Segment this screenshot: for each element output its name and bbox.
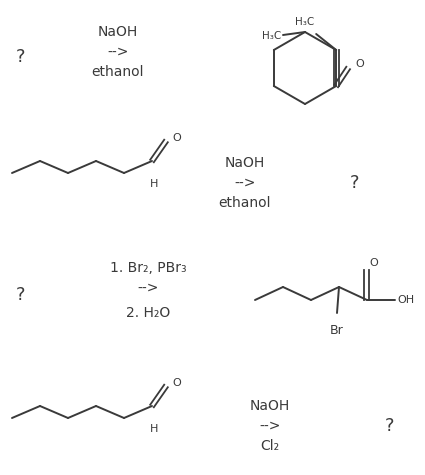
- Text: -->: -->: [107, 45, 129, 59]
- Text: ethanol: ethanol: [92, 65, 144, 79]
- Text: O: O: [172, 133, 181, 143]
- Text: OH: OH: [397, 295, 414, 305]
- Text: -->: -->: [137, 281, 159, 295]
- Text: O: O: [355, 59, 364, 69]
- Text: -->: -->: [259, 419, 280, 433]
- Text: ?: ?: [15, 48, 25, 66]
- Text: ethanol: ethanol: [219, 196, 271, 210]
- Text: NaOH: NaOH: [98, 25, 138, 39]
- Text: H₃C: H₃C: [295, 17, 314, 27]
- Text: Br: Br: [330, 324, 344, 337]
- Text: 2. H₂O: 2. H₂O: [126, 306, 170, 320]
- Text: O: O: [172, 378, 181, 388]
- Text: ?: ?: [15, 286, 25, 304]
- Text: NaOH: NaOH: [250, 399, 290, 413]
- Text: H₃C: H₃C: [262, 31, 281, 41]
- Text: 1. Br₂, PBr₃: 1. Br₂, PBr₃: [110, 261, 186, 275]
- Text: ?: ?: [385, 417, 395, 435]
- Text: Cl₂: Cl₂: [261, 439, 280, 453]
- Text: O: O: [369, 258, 378, 268]
- Text: NaOH: NaOH: [225, 156, 265, 170]
- Text: ?: ?: [350, 174, 360, 192]
- Text: -->: -->: [234, 176, 256, 190]
- Text: H: H: [150, 179, 158, 189]
- Text: H: H: [150, 424, 158, 434]
